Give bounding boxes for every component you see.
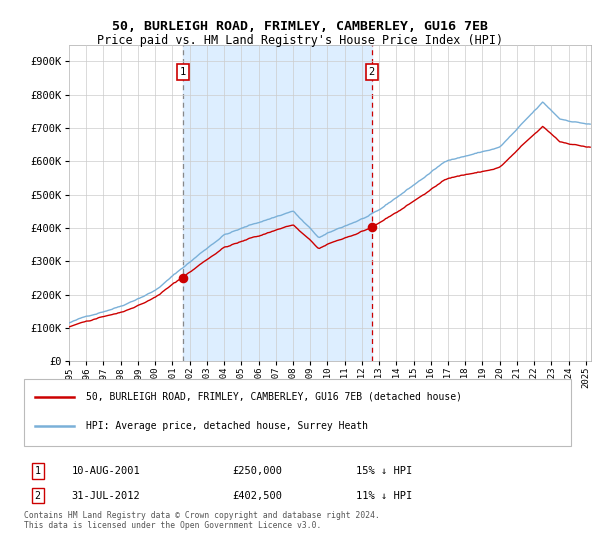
Text: 50, BURLEIGH ROAD, FRIMLEY, CAMBERLEY, GU16 7EB (detached house): 50, BURLEIGH ROAD, FRIMLEY, CAMBERLEY, G… [86, 392, 461, 402]
Text: Contains HM Land Registry data © Crown copyright and database right 2024.
This d: Contains HM Land Registry data © Crown c… [23, 511, 380, 530]
Text: 50, BURLEIGH ROAD, FRIMLEY, CAMBERLEY, GU16 7EB: 50, BURLEIGH ROAD, FRIMLEY, CAMBERLEY, G… [112, 20, 488, 32]
Text: Price paid vs. HM Land Registry's House Price Index (HPI): Price paid vs. HM Land Registry's House … [97, 34, 503, 46]
Text: £402,500: £402,500 [232, 491, 283, 501]
Text: 2: 2 [35, 491, 41, 501]
Text: HPI: Average price, detached house, Surrey Heath: HPI: Average price, detached house, Surr… [86, 421, 368, 431]
Text: 15% ↓ HPI: 15% ↓ HPI [356, 466, 413, 476]
Text: 31-JUL-2012: 31-JUL-2012 [71, 491, 140, 501]
Bar [183, 45, 372, 361]
Text: 1: 1 [35, 466, 41, 476]
Text: 1: 1 [180, 67, 186, 77]
Text: 10-AUG-2001: 10-AUG-2001 [71, 466, 140, 476]
Text: 11% ↓ HPI: 11% ↓ HPI [356, 491, 413, 501]
FancyBboxPatch shape [23, 379, 571, 446]
Point [178, 273, 188, 282]
Point [367, 223, 377, 232]
Text: 2: 2 [369, 67, 375, 77]
Text: £250,000: £250,000 [232, 466, 283, 476]
